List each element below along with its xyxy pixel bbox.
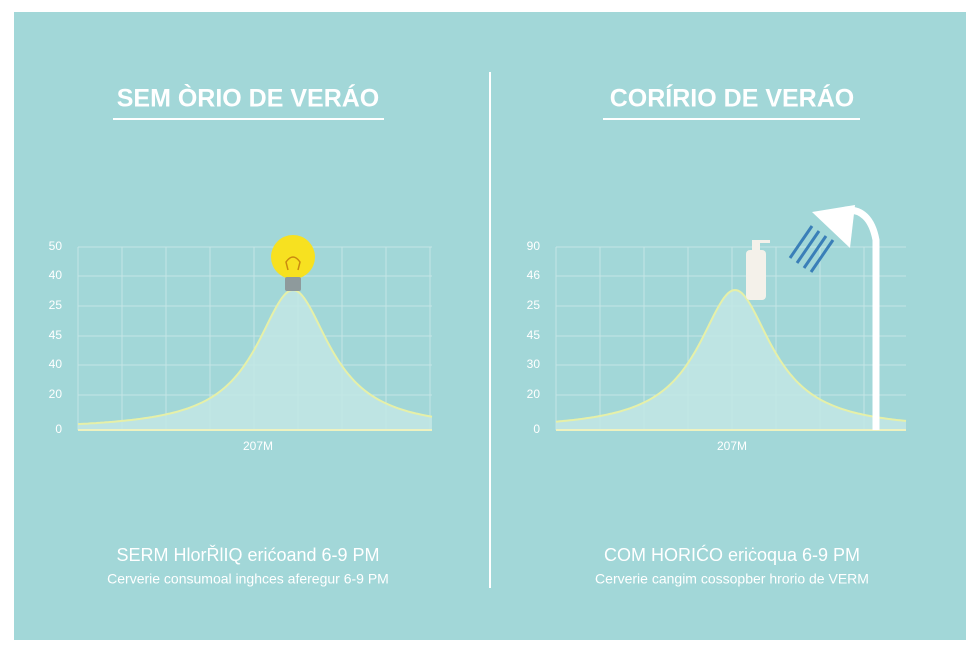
caption: SERM HlorŘlIQ erićoand 6-9 PM bbox=[116, 545, 379, 565]
curve-line bbox=[77, 289, 433, 426]
y-label: 0 bbox=[55, 422, 62, 436]
curve-area bbox=[556, 290, 906, 430]
y-label: 46 bbox=[527, 268, 541, 282]
y-label: 20 bbox=[527, 387, 541, 401]
x-label: 207M bbox=[243, 439, 273, 453]
caption: COM HORIĆO eriċoqua 6-9 PM bbox=[604, 544, 860, 565]
y-label: 40 bbox=[49, 268, 63, 282]
curve-line bbox=[555, 289, 907, 423]
y-label: 45 bbox=[49, 328, 63, 342]
y-label: 90 bbox=[527, 239, 541, 253]
bottle-icon bbox=[746, 240, 770, 300]
y-label: 25 bbox=[527, 298, 541, 312]
subcaption: Cerverie consumoal inghces aferegur 6-9 … bbox=[107, 571, 389, 587]
panel-title: SEM ÒRIO DE VERÁO bbox=[117, 83, 380, 113]
y-label: 40 bbox=[49, 357, 63, 371]
shower-icon bbox=[788, 205, 880, 430]
bulb-icon bbox=[271, 235, 315, 291]
x-label: 207M bbox=[717, 439, 747, 453]
y-label: 0 bbox=[533, 422, 540, 436]
y-label: 30 bbox=[527, 357, 541, 371]
y-label: 25 bbox=[49, 298, 63, 312]
curve-area bbox=[78, 290, 432, 430]
subcaption: Cerverie cangim cossopber hrorio de VERM bbox=[595, 571, 869, 587]
y-label: 20 bbox=[49, 387, 63, 401]
y-label: 50 bbox=[49, 239, 63, 253]
panel-title: CORÍRIO DE VERÁO bbox=[610, 84, 854, 113]
y-label: 45 bbox=[527, 328, 541, 342]
